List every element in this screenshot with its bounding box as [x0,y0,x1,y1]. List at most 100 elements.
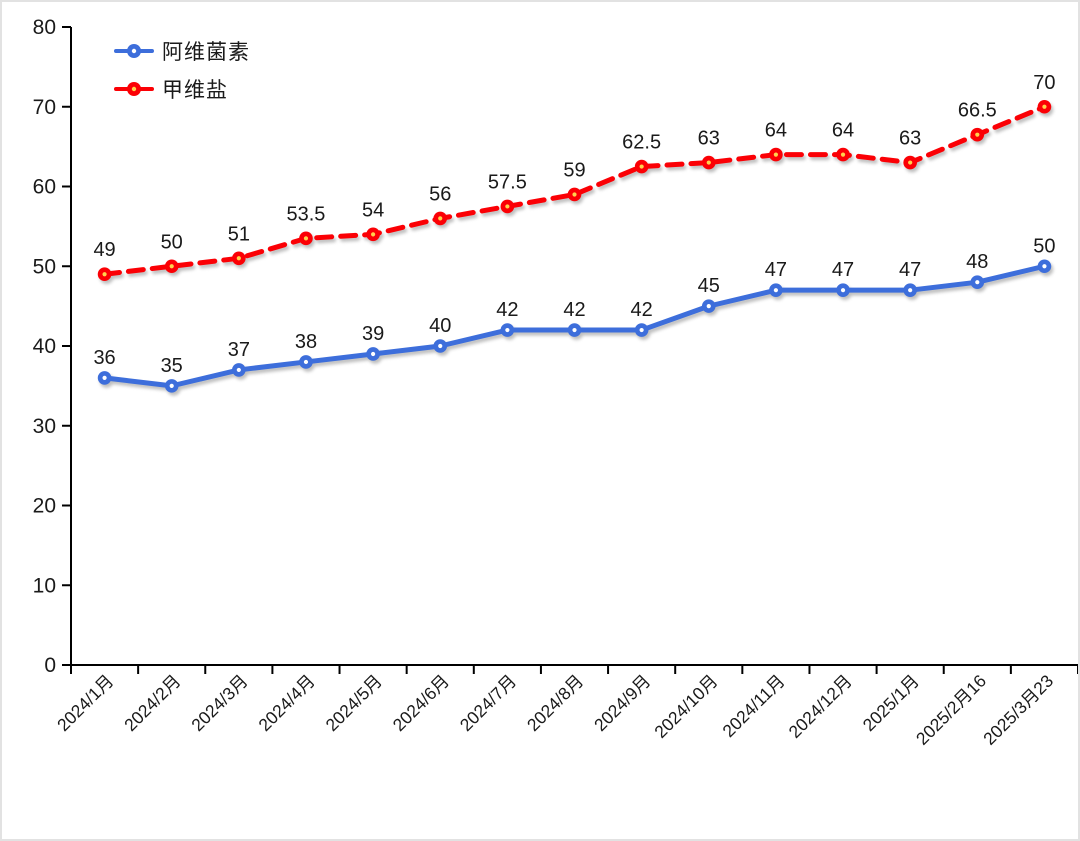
data-label: 63 [899,128,921,150]
data-labels: 49 50 51 53.5 54 56 57.5 59 62.5 63 64 64 63 66.5 70 [93,72,1055,261]
marker-dot [1042,264,1047,269]
marker-dot [169,264,174,269]
data-label: 37 [228,339,250,361]
marker-dot [706,304,711,309]
data-label: 48 [966,251,988,273]
y-axis-labels: 0 10 20 30 40 50 60 70 80 [33,16,56,677]
data-label: 50 [1033,235,1055,257]
marker-dot [773,152,779,157]
data-label: 57.5 [488,171,527,193]
marker-dot [438,216,443,221]
data-label: 49 [93,239,115,261]
series-emamectin [97,99,1052,282]
y-tick-label: 40 [33,335,56,358]
marker-dot [773,288,779,293]
x-tick-label: 2024/1月 [53,671,117,735]
series-abamectin [97,259,1052,393]
data-label: 50 [161,231,183,253]
marker-dot [371,232,376,237]
data-label: 36 [93,347,115,369]
legend-item-abamectin: 阿维菌素 [114,36,250,66]
marker-dot [303,236,309,241]
data-label: 35 [161,355,183,377]
marker-dot [908,288,913,293]
y-tick-label: 70 [33,96,56,119]
x-tick-label: 2024/5月 [322,671,386,735]
data-label: 51 [228,223,250,245]
marker-dot [505,327,510,333]
marker-dot [102,375,107,380]
x-tick-label: 2024/6月 [389,671,453,735]
data-label: 42 [631,299,653,321]
data-label: 64 [765,120,787,142]
marker-dot [505,204,510,209]
data-label: 40 [429,315,451,337]
x-tick-label: 2024/3月 [187,671,251,735]
x-axis-labels: 2024/1月 2024/2月 2024/3月 2024/4月 2024/5月 2024/… [53,671,1057,749]
marker-dot [572,192,577,197]
y-tick-label: 0 [44,654,56,677]
marker-dot [840,152,846,157]
marker-dot [102,272,107,277]
y-tick-label: 80 [33,16,56,39]
x-tick-label: 2025/3月23 [979,671,1057,749]
marker-dot [639,327,644,333]
x-tick-label: 2024/10月 [650,671,721,742]
data-label: 53.5 [286,203,325,225]
legend-marker-emamectin-icon [114,82,154,96]
legend-label-emamectin: 甲维盐 [162,79,228,102]
marker-dot [975,132,980,137]
marker-dot [572,327,577,333]
x-tick-label: 2024/4月 [254,671,318,735]
chart-legend: 阿维菌素 甲维盐 [114,36,250,104]
y-tick-label: 30 [33,415,56,438]
data-label: 42 [496,299,518,321]
x-tick-label: 2024/9月 [590,671,654,735]
data-labels: 36 35 37 38 39 40 42 42 42 45 47 47 47 48 50 [93,235,1055,377]
data-label: 64 [832,120,854,142]
legend-item-emamectin: 甲维盐 [114,74,250,104]
data-label: 38 [295,331,317,353]
data-label: 62.5 [622,132,661,154]
marker-dot [438,343,443,349]
marker-dot [639,164,644,169]
marker-dot [1042,104,1047,109]
x-tick-label: 2024/8月 [523,671,587,735]
legend-marker-abamectin-icon [114,44,154,58]
marker-dot [975,280,980,285]
y-tick-label: 20 [33,495,56,518]
x-tick-label: 2025/2月16 [912,671,990,749]
y-tick-label: 60 [33,176,56,199]
marker-dot [303,359,309,365]
data-label: 39 [362,323,384,345]
marker-dot [908,160,913,165]
data-label: 56 [429,183,451,205]
marker-dot [840,288,846,293]
x-tick-label: 2024/11月 [718,671,788,741]
data-label: 42 [563,299,585,321]
marker-dot [169,383,174,388]
marker-dot [706,160,711,165]
x-tick-label: 2024/12月 [785,671,856,742]
y-tick-label: 50 [33,255,56,278]
x-tick-label: 2024/2月 [120,671,184,735]
marker-dot [371,351,376,357]
data-label: 47 [765,259,787,281]
data-label: 45 [698,275,720,297]
data-label: 66.5 [958,100,997,122]
data-label: 63 [698,128,720,150]
y-tick-label: 10 [33,574,56,597]
data-label: 47 [832,259,854,281]
data-label: 70 [1033,72,1055,94]
axes [62,26,1078,674]
data-label: 54 [362,199,384,221]
data-label: 59 [563,159,585,181]
marker-dot [236,256,241,261]
x-tick-label: 2024/7月 [456,671,520,735]
marker-dot [236,367,241,373]
legend-label-abamectin: 阿维菌素 [162,41,250,64]
x-tick-label: 2025/1月 [859,671,923,735]
data-label: 47 [899,259,921,281]
